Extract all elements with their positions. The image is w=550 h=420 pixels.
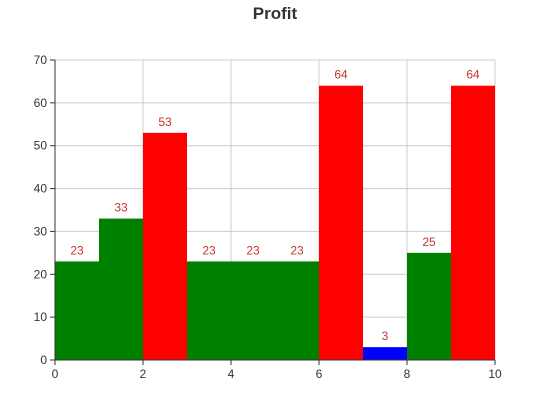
y-tick-label: 70 bbox=[34, 53, 48, 67]
bar-data-label: 25 bbox=[422, 235, 436, 249]
chart-title: Profit bbox=[252, 4, 298, 23]
bar[interactable] bbox=[99, 218, 143, 360]
bar[interactable] bbox=[231, 261, 275, 360]
bar-data-label: 23 bbox=[290, 243, 304, 257]
bar-data-label: 33 bbox=[114, 201, 128, 215]
x-tick-label: 8 bbox=[404, 367, 411, 381]
bar[interactable] bbox=[451, 85, 495, 360]
bar-data-label: 23 bbox=[246, 243, 260, 257]
bar-data-label: 23 bbox=[202, 243, 216, 257]
x-tick-label: 6 bbox=[316, 367, 323, 381]
bar-data-label: 64 bbox=[466, 68, 480, 82]
bar[interactable] bbox=[319, 85, 363, 360]
bar[interactable] bbox=[363, 347, 407, 360]
bar[interactable] bbox=[275, 261, 319, 360]
x-tick-label: 4 bbox=[228, 367, 235, 381]
bar-data-label: 23 bbox=[70, 243, 84, 257]
y-tick-label: 20 bbox=[34, 267, 48, 281]
x-tick-label: 2 bbox=[140, 367, 147, 381]
y-tick-label: 10 bbox=[34, 310, 48, 324]
y-tick-label: 50 bbox=[34, 139, 48, 153]
bar[interactable] bbox=[187, 261, 231, 360]
bar-data-label: 64 bbox=[334, 68, 348, 82]
bar-data-label: 53 bbox=[158, 115, 172, 129]
bar[interactable] bbox=[55, 261, 99, 360]
y-tick-label: 30 bbox=[34, 224, 48, 238]
y-tick-label: 0 bbox=[40, 353, 47, 367]
bar-data-label: 3 bbox=[382, 329, 389, 343]
y-tick-label: 60 bbox=[34, 96, 48, 110]
bar[interactable] bbox=[143, 132, 187, 360]
y-tick-label: 40 bbox=[34, 182, 48, 196]
bar[interactable] bbox=[407, 252, 451, 360]
x-tick-label: 0 bbox=[52, 367, 59, 381]
x-tick-label: 10 bbox=[488, 367, 502, 381]
